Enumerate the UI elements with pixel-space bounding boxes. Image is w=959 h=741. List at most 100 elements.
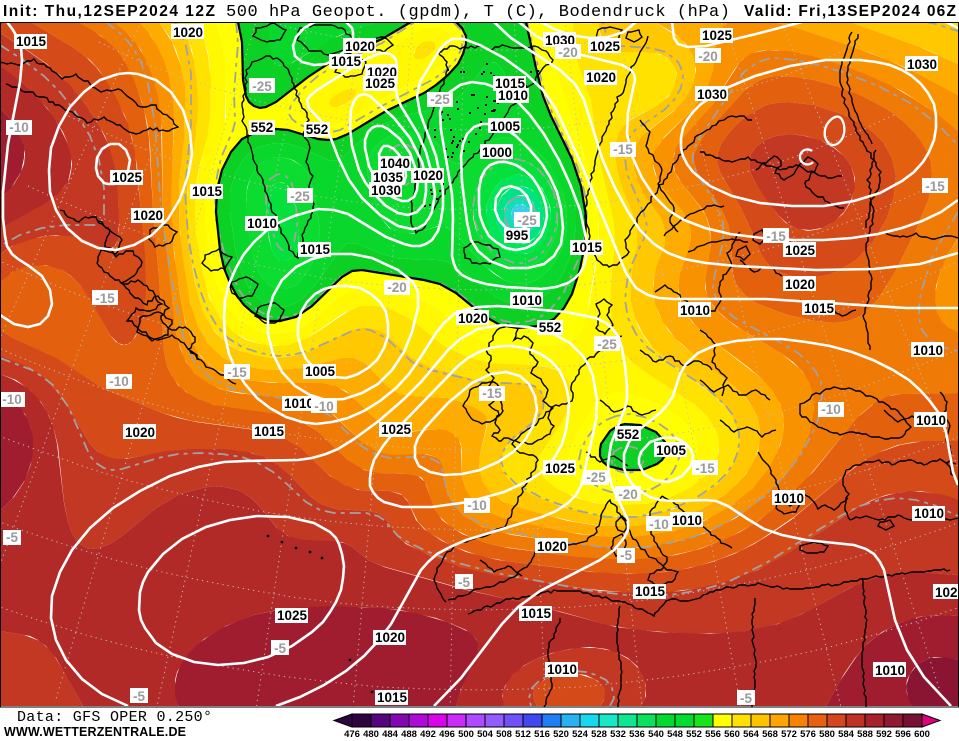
svg-text:-5: -5 xyxy=(620,548,632,563)
svg-text:1030: 1030 xyxy=(697,87,727,102)
svg-text:-5: -5 xyxy=(458,575,470,590)
svg-text:-10: -10 xyxy=(821,402,841,417)
svg-text:576: 576 xyxy=(800,729,816,740)
svg-text:1025: 1025 xyxy=(590,39,621,54)
svg-text:1025: 1025 xyxy=(365,76,396,91)
svg-text:1020: 1020 xyxy=(537,539,567,554)
svg-text:-5: -5 xyxy=(274,641,286,656)
svg-text:-20: -20 xyxy=(387,280,407,295)
svg-text:1005: 1005 xyxy=(656,443,687,458)
svg-text:1020: 1020 xyxy=(458,311,488,326)
svg-text:1015: 1015 xyxy=(377,690,408,705)
svg-text:1010: 1010 xyxy=(547,662,577,677)
svg-text:-15: -15 xyxy=(227,365,247,380)
svg-text:524: 524 xyxy=(572,729,589,740)
svg-text:1010: 1010 xyxy=(498,88,528,103)
svg-text:1010: 1010 xyxy=(913,343,943,358)
svg-text:1010: 1010 xyxy=(672,513,702,528)
svg-text:1020: 1020 xyxy=(413,168,443,183)
svg-text:552: 552 xyxy=(686,729,702,740)
svg-text:1020: 1020 xyxy=(125,425,155,440)
svg-text:1010: 1010 xyxy=(247,216,277,231)
svg-text:488: 488 xyxy=(401,729,417,740)
svg-text:548: 548 xyxy=(667,729,683,740)
svg-text:552: 552 xyxy=(539,320,562,335)
svg-text:-15: -15 xyxy=(95,291,115,306)
svg-text:1025: 1025 xyxy=(277,608,308,623)
svg-text:1010: 1010 xyxy=(284,396,314,411)
svg-text:-15: -15 xyxy=(766,229,786,244)
svg-text:1025: 1025 xyxy=(785,243,816,258)
svg-text:1010: 1010 xyxy=(916,413,946,428)
svg-text:1015: 1015 xyxy=(331,54,362,69)
svg-text:1020: 1020 xyxy=(133,208,163,223)
svg-text:520: 520 xyxy=(553,729,569,740)
svg-text:-20: -20 xyxy=(618,487,638,502)
svg-text:1005: 1005 xyxy=(490,119,521,134)
svg-text:1015: 1015 xyxy=(635,584,666,599)
svg-text:-15: -15 xyxy=(613,142,633,157)
svg-text:-15: -15 xyxy=(695,461,715,476)
svg-text:564: 564 xyxy=(743,729,760,740)
svg-text:-25: -25 xyxy=(290,189,310,204)
svg-text:588: 588 xyxy=(857,729,873,740)
svg-text:1015: 1015 xyxy=(521,606,552,621)
svg-text:1020: 1020 xyxy=(375,630,405,645)
svg-text:-5: -5 xyxy=(133,689,145,704)
svg-text:-15: -15 xyxy=(925,179,945,194)
svg-text:Init: Thu,12SEP2024 12Z: Init: Thu,12SEP2024 12Z xyxy=(3,3,216,20)
svg-text:Data: GFS OPER 0.250°: Data: GFS OPER 0.250° xyxy=(17,709,212,726)
svg-text:1025: 1025 xyxy=(702,28,733,43)
svg-text:-25: -25 xyxy=(430,92,450,107)
svg-text:995: 995 xyxy=(506,228,529,243)
svg-text:560: 560 xyxy=(724,729,740,740)
svg-text:1015: 1015 xyxy=(804,301,835,316)
svg-text:1025: 1025 xyxy=(381,422,412,437)
svg-text:-25: -25 xyxy=(252,79,272,94)
svg-text:1025: 1025 xyxy=(112,170,143,185)
svg-text:484: 484 xyxy=(382,729,399,740)
svg-text:1010: 1010 xyxy=(512,293,542,308)
svg-text:492: 492 xyxy=(420,729,436,740)
svg-text:-10: -10 xyxy=(109,374,129,389)
svg-text:1015: 1015 xyxy=(16,34,47,49)
svg-text:552: 552 xyxy=(251,120,274,135)
svg-text:572: 572 xyxy=(781,729,797,740)
svg-text:596: 596 xyxy=(895,729,911,740)
svg-text:600: 600 xyxy=(914,729,930,740)
svg-text:536: 536 xyxy=(629,729,645,740)
svg-text:1010: 1010 xyxy=(774,491,804,506)
svg-text:1015: 1015 xyxy=(572,240,603,255)
svg-text:584: 584 xyxy=(838,729,855,740)
svg-text:504: 504 xyxy=(477,729,494,740)
svg-text:580: 580 xyxy=(819,729,835,740)
svg-text:-5: -5 xyxy=(6,530,18,545)
svg-text:1010: 1010 xyxy=(914,506,944,521)
svg-text:-10: -10 xyxy=(9,120,29,135)
svg-text:1020: 1020 xyxy=(586,70,616,85)
svg-text:-10: -10 xyxy=(649,517,669,532)
svg-text:552: 552 xyxy=(617,427,640,442)
svg-text:-25: -25 xyxy=(597,337,617,352)
svg-text:532: 532 xyxy=(610,729,626,740)
svg-text:540: 540 xyxy=(648,729,664,740)
svg-text:-10: -10 xyxy=(467,498,487,513)
svg-text:1015: 1015 xyxy=(495,76,526,91)
svg-text:-20: -20 xyxy=(558,45,578,60)
svg-text:-20: -20 xyxy=(698,49,718,64)
svg-text:508: 508 xyxy=(496,729,512,740)
svg-text:556: 556 xyxy=(705,729,721,740)
svg-text:1020: 1020 xyxy=(173,25,203,40)
svg-text:528: 528 xyxy=(591,729,607,740)
svg-text:1000: 1000 xyxy=(482,145,512,160)
svg-text:-10: -10 xyxy=(314,399,334,414)
svg-text:1020: 1020 xyxy=(785,277,815,292)
svg-text:1030: 1030 xyxy=(371,183,401,198)
svg-text:1040: 1040 xyxy=(380,156,410,171)
svg-text:512: 512 xyxy=(515,729,531,740)
svg-text:-10: -10 xyxy=(2,392,22,407)
svg-text:496: 496 xyxy=(439,729,455,740)
svg-text:1005: 1005 xyxy=(305,364,336,379)
svg-text:1035: 1035 xyxy=(373,170,404,185)
svg-text:-25: -25 xyxy=(586,470,606,485)
